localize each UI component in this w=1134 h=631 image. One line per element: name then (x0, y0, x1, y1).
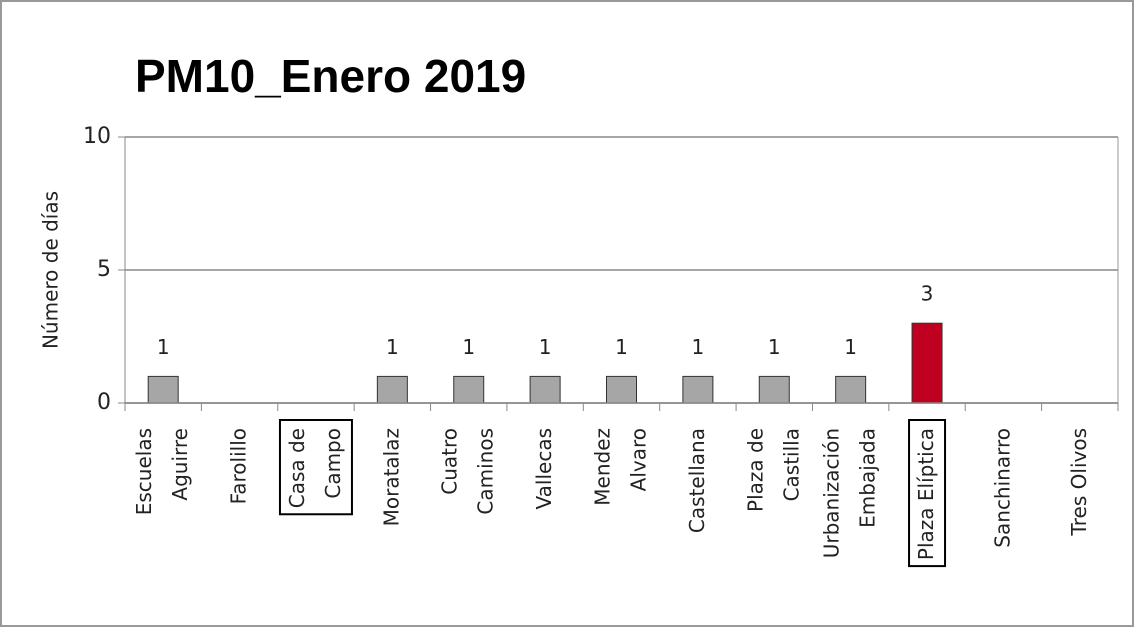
value-label: 1 (615, 335, 628, 359)
bar (835, 375, 867, 404)
value-label: 1 (462, 335, 475, 359)
bar (453, 375, 485, 404)
x-tick-label: Moratalaz (379, 428, 403, 526)
value-label: 1 (844, 335, 857, 359)
x-tick-label: Tres Olivos (1066, 428, 1090, 537)
bar (606, 375, 637, 404)
value-label: 3 (921, 282, 934, 306)
y-axis-label: Número de días (39, 191, 63, 349)
x-tick-label: Mendez Alvaro (590, 428, 650, 506)
x-tick-label: Escuelas Aguirre (132, 428, 192, 515)
chart-title: PM10_Enero 2019 (135, 50, 526, 102)
x-tick-label: Sanchinarro (990, 428, 1014, 548)
y-tick-label: 10 (83, 124, 111, 149)
value-label: 1 (692, 335, 705, 359)
value-label: 1 (157, 335, 170, 359)
x-tick-label: Cuatro Caminos (437, 428, 497, 515)
bar (758, 375, 790, 404)
x-tick-label: Castellana (684, 428, 708, 533)
x-tick-label: Plaza de Castilla (743, 428, 803, 512)
x-tick-label: Vallecas (532, 428, 556, 509)
value-label: 1 (768, 335, 781, 359)
x-tick-label: Urbanización Embajada (819, 428, 879, 558)
y-tick-label: 0 (97, 390, 111, 415)
bar (529, 375, 561, 404)
value-label: 1 (386, 335, 399, 359)
x-tick-label: Farolillo (226, 428, 250, 504)
bar (911, 322, 943, 404)
bar (147, 375, 179, 404)
bar (376, 375, 408, 404)
bar (682, 375, 714, 404)
category-highlight (908, 419, 947, 568)
x-tick-label: Casa de Campo (284, 428, 344, 508)
y-tick-label: 5 (97, 257, 111, 282)
value-label: 1 (539, 335, 552, 359)
category-highlight (278, 419, 353, 516)
x-tick-label: Plaza Elíptica (914, 428, 938, 560)
